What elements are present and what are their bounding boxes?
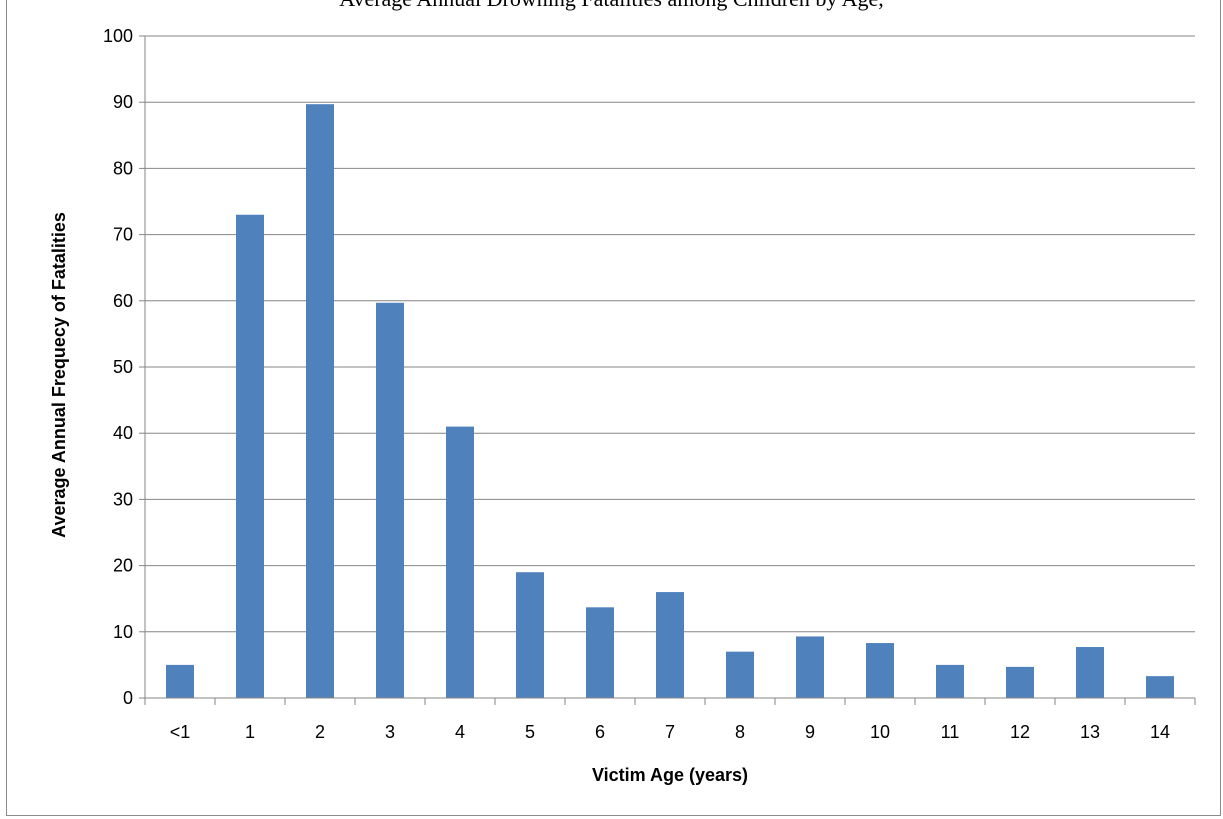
x-tick-label: 6 (595, 722, 605, 742)
y-axis-title: Average Annual Frequecy of Fatalities (49, 212, 69, 538)
y-tick-label: 100 (103, 26, 133, 46)
chart-title: Average Annual Drowning Fatalities among… (0, 0, 1223, 12)
gridlines (145, 35, 1195, 633)
bar (936, 664, 964, 698)
y-tick-label: 40 (113, 423, 133, 443)
x-tick-label: 9 (805, 722, 815, 742)
y-tick-label: 80 (113, 158, 133, 178)
x-tick-label: 5 (525, 722, 535, 742)
bar (586, 607, 614, 698)
axes (139, 35, 1196, 705)
bars (166, 104, 1174, 699)
bar (796, 636, 824, 698)
x-tick-label: 13 (1080, 722, 1100, 742)
x-tick-label: 11 (941, 722, 960, 742)
x-tick-label: 1 (245, 722, 255, 742)
x-tick-label: 8 (735, 722, 745, 742)
bar (1076, 647, 1104, 698)
y-tick-label: 20 (113, 556, 133, 576)
x-tick-label: <1 (170, 722, 191, 742)
y-tick-label: 30 (113, 489, 133, 509)
y-tick-label: 70 (113, 225, 133, 245)
x-axis-title: Victim Age (years) (592, 765, 748, 785)
bar (376, 302, 404, 698)
y-tick-label: 10 (113, 622, 133, 642)
y-tick-labels: 0 10 20 30 40 50 60 70 80 90 100 (103, 26, 133, 708)
bar (166, 664, 194, 698)
x-tick-label: 4 (455, 722, 465, 742)
y-tick-label: 90 (113, 92, 133, 112)
bar (516, 572, 544, 698)
x-tick-label: 2 (315, 722, 325, 742)
bar (446, 426, 474, 698)
y-tick-label: 60 (113, 291, 133, 311)
bar (726, 651, 754, 698)
bar (866, 643, 894, 698)
x-tick-label: 12 (1010, 722, 1030, 742)
x-tick-label: 3 (385, 722, 395, 742)
bar (1006, 666, 1034, 698)
x-tick-label: 14 (1150, 722, 1170, 742)
x-tick-label: 10 (870, 722, 890, 742)
y-tick-label: 50 (113, 357, 133, 377)
bar (1146, 676, 1174, 698)
bar (306, 104, 334, 699)
y-tick-label: 0 (123, 688, 133, 708)
x-tick-label: 7 (665, 722, 675, 742)
x-tick-labels: <1 1 2 3 4 5 6 7 8 9 10 11 12 13 14 (170, 722, 1170, 742)
bar (656, 592, 684, 698)
bar (236, 214, 264, 699)
